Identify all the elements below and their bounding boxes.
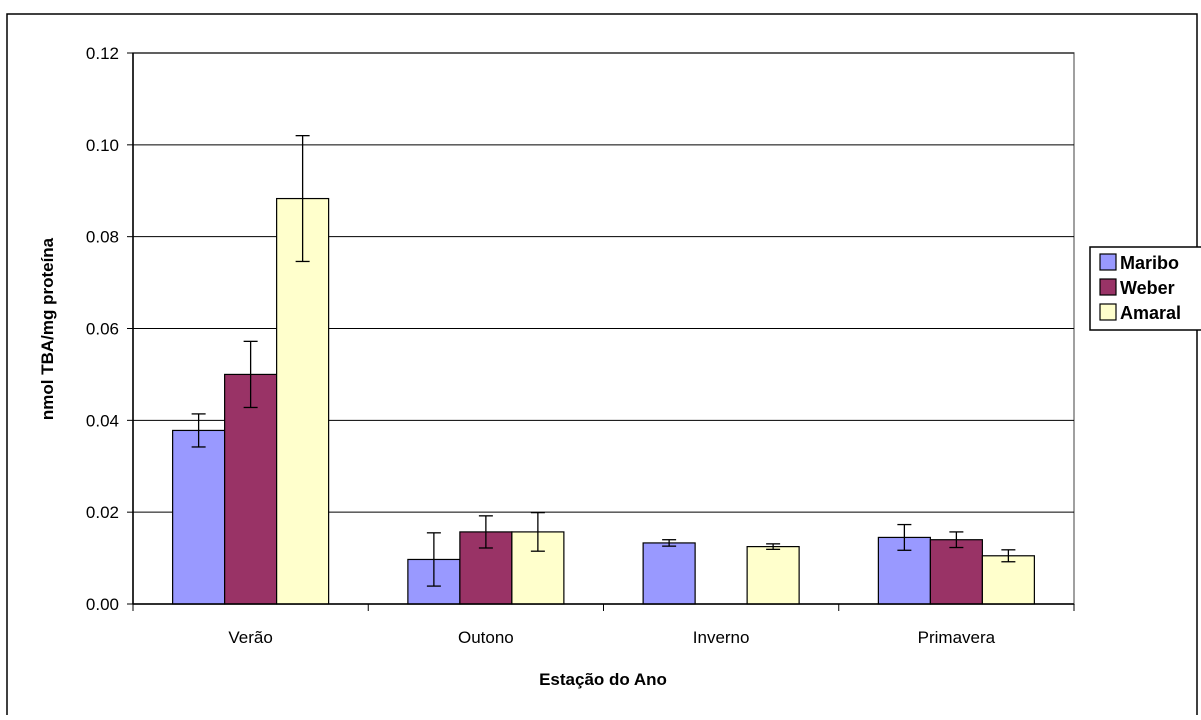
axes bbox=[127, 52, 1075, 611]
legend-label-amaral: Amaral bbox=[1120, 303, 1181, 323]
bar-maribo-0 bbox=[172, 429, 226, 605]
bar-amaral-2 bbox=[746, 546, 800, 605]
y-tick-label-4: 0.08 bbox=[86, 228, 119, 247]
x-axis-title: Estação do Ano bbox=[539, 670, 667, 689]
legend-swatch-maribo bbox=[1099, 253, 1117, 271]
legend-label-maribo: Maribo bbox=[1120, 253, 1179, 273]
bar-amaral-3 bbox=[981, 555, 1035, 605]
legend: Maribo Weber Amaral bbox=[1089, 246, 1201, 331]
y-tick-label-5: 0.10 bbox=[86, 136, 119, 155]
bar-weber-3 bbox=[929, 539, 983, 605]
x-tick-label-1: Outono bbox=[458, 628, 514, 647]
legend-label-weber: Weber bbox=[1120, 278, 1175, 298]
legend-swatch-weber bbox=[1099, 278, 1117, 296]
x-tick-label-2: Inverno bbox=[693, 628, 750, 647]
y-tick-label-3: 0.06 bbox=[86, 320, 119, 339]
bar-weber-0 bbox=[224, 373, 278, 605]
error-bars bbox=[191, 134, 1016, 587]
y-tick-label-0: 0.00 bbox=[86, 595, 119, 614]
y-axis-title: nmol TBA/mg proteína bbox=[38, 237, 57, 420]
y-tick-label-1: 0.02 bbox=[86, 503, 119, 522]
tick-labels: 0.00 0.02 0.04 0.06 0.08 0.10 0.12 Verão Outono I… bbox=[86, 44, 996, 647]
x-tick-label-0: Verão bbox=[228, 628, 272, 647]
y-tick-label-6: 0.12 bbox=[86, 44, 119, 63]
y-tick-label-2: 0.04 bbox=[86, 411, 119, 430]
x-tick-label-3: Primavera bbox=[918, 628, 996, 647]
legend-swatch-amaral bbox=[1099, 303, 1117, 321]
bar-maribo-2 bbox=[642, 542, 696, 605]
bar-amaral-0 bbox=[276, 197, 330, 605]
